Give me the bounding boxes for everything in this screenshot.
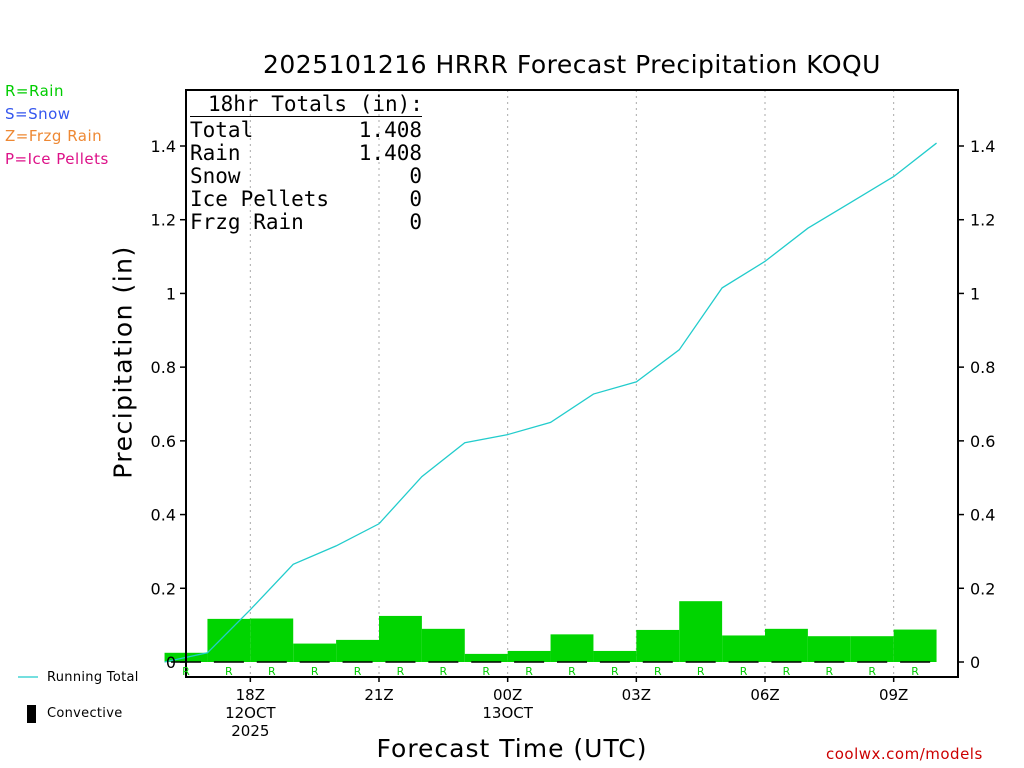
totals-label: Frzg Rain bbox=[190, 210, 304, 234]
precip-bar bbox=[379, 615, 422, 662]
y-tick-label-right: 0.2 bbox=[970, 579, 995, 598]
axis-layer bbox=[180, 89, 964, 682]
y-tick-label-right: 1.4 bbox=[970, 137, 995, 156]
precip-type-label: R bbox=[440, 665, 448, 678]
totals-value: 1.408 bbox=[358, 118, 422, 142]
precip-type-label: R bbox=[654, 665, 662, 678]
precip-type-label: R bbox=[311, 665, 319, 678]
totals-label: Rain bbox=[190, 141, 241, 165]
plot-frame bbox=[185, 89, 959, 678]
precip-bar bbox=[550, 634, 594, 662]
x-tick-label: 21Z bbox=[364, 686, 393, 704]
totals-row-ice-pellets: Ice Pellets 0 bbox=[190, 188, 422, 211]
y-tick-label-left: 0.2 bbox=[151, 579, 176, 598]
y-tick-label-right: 1.2 bbox=[970, 211, 995, 230]
precip-type-label: R bbox=[783, 665, 791, 678]
precip-type-label: R bbox=[868, 665, 876, 678]
totals-label: Snow bbox=[190, 164, 241, 188]
precip-type-label: R bbox=[740, 665, 748, 678]
legend-snow: S=Snow bbox=[5, 105, 71, 123]
precip-bar bbox=[807, 636, 851, 662]
totals-value: 1.408 bbox=[358, 141, 422, 165]
legend-freezing-rain: Z=Frzg Rain bbox=[5, 127, 103, 145]
x-tick-label: 12OCT bbox=[225, 704, 276, 722]
precip-bar bbox=[765, 628, 808, 662]
legend-rain: R=Rain bbox=[5, 82, 64, 100]
x-tick-label: 09Z bbox=[879, 686, 908, 704]
chart-title: 2025101216 HRRR Forecast Precipitation K… bbox=[263, 50, 881, 79]
precip-bar bbox=[207, 618, 251, 662]
precip-type-label: R bbox=[525, 665, 533, 678]
precip-type-label: R bbox=[911, 665, 919, 678]
y-tick-label-left: 0 bbox=[166, 653, 176, 672]
y-tick-label-right: 0.6 bbox=[970, 432, 995, 451]
y-tick-label-left: 1 bbox=[166, 284, 176, 303]
y-tick-label-right: 0.8 bbox=[970, 358, 995, 377]
precip-bar bbox=[679, 601, 723, 662]
totals-label: Ice Pellets bbox=[190, 187, 330, 211]
totals-row-total: Total 1.408 bbox=[190, 119, 422, 142]
grid-layer bbox=[249, 90, 895, 677]
precip-bar bbox=[464, 653, 508, 662]
precip-bar bbox=[507, 650, 551, 662]
precip-bar bbox=[336, 639, 379, 662]
precip-type-label: R bbox=[697, 665, 705, 678]
precip-type-label: R bbox=[611, 665, 619, 678]
line-layer bbox=[164, 142, 937, 663]
totals-row-frzg-rain: Frzg Rain 0 bbox=[190, 211, 422, 234]
convective-key-swatch bbox=[27, 705, 36, 723]
totals-header: 18hr Totals (in): bbox=[190, 93, 423, 117]
totals-row-snow: Snow 0 bbox=[190, 165, 422, 188]
precip-bar bbox=[421, 628, 465, 662]
precip-type-label: R bbox=[354, 665, 362, 678]
precip-type-label: R bbox=[568, 665, 576, 678]
precip-bar bbox=[250, 618, 294, 662]
totals-label: Total bbox=[190, 118, 254, 142]
x-tick-label: 2025 bbox=[231, 722, 269, 740]
label-layer: R R R R R R R R R R R R R R R R R R0 00.2 0.20.4 0.40.6 0.60.… bbox=[151, 137, 996, 740]
precip-type-label: R bbox=[826, 665, 834, 678]
x-tick-label: 00Z bbox=[493, 686, 522, 704]
totals-value: 0 bbox=[409, 187, 422, 211]
running-total-line bbox=[164, 142, 937, 663]
totals-row-rain: Rain 1.408 bbox=[190, 142, 422, 165]
credit-link[interactable]: coolwx.com/models bbox=[826, 745, 983, 763]
x-tick-label: 18Z bbox=[236, 686, 265, 704]
legend-ice-pellets: P=Ice Pellets bbox=[5, 150, 109, 168]
x-tick-label: 13OCT bbox=[482, 704, 533, 722]
x-tick-label: 06Z bbox=[750, 686, 779, 704]
precip-type-label: R bbox=[482, 665, 490, 678]
y-tick-label-right: 1 bbox=[970, 284, 980, 303]
y-tick-label-right: 0.4 bbox=[970, 506, 995, 525]
y-tick-label-left: 1.2 bbox=[151, 211, 176, 230]
running-total-key-label: Running Total bbox=[47, 670, 139, 685]
y-tick-label-left: 0.6 bbox=[151, 432, 176, 451]
precip-type-label: R bbox=[397, 665, 405, 678]
y-tick-label-right: 0 bbox=[970, 653, 980, 672]
precip-bar bbox=[722, 635, 765, 662]
y-tick-label-left: 0.4 bbox=[151, 506, 176, 525]
x-tick-label: 03Z bbox=[622, 686, 651, 704]
convective-key-label: Convective bbox=[47, 706, 123, 721]
bar-layer bbox=[164, 601, 937, 663]
y-tick-label-left: 0.8 bbox=[151, 358, 176, 377]
precip-bar bbox=[593, 650, 637, 662]
precip-type-label: R bbox=[225, 665, 233, 678]
x-axis-label: Forecast Time (UTC) bbox=[376, 734, 648, 763]
precip-type-label: R bbox=[268, 665, 276, 678]
y-tick-label-left: 1.4 bbox=[151, 137, 176, 156]
precip-bar bbox=[893, 629, 937, 662]
precip-type-label: R bbox=[182, 665, 190, 678]
totals-box: 18hr Totals (in): Total 1.408 Rain 1.408… bbox=[190, 93, 423, 234]
precip-bar bbox=[636, 629, 680, 662]
totals-value: 0 bbox=[409, 164, 422, 188]
precip-bar bbox=[850, 636, 894, 662]
totals-value: 0 bbox=[409, 210, 422, 234]
precip-bar bbox=[293, 643, 337, 662]
